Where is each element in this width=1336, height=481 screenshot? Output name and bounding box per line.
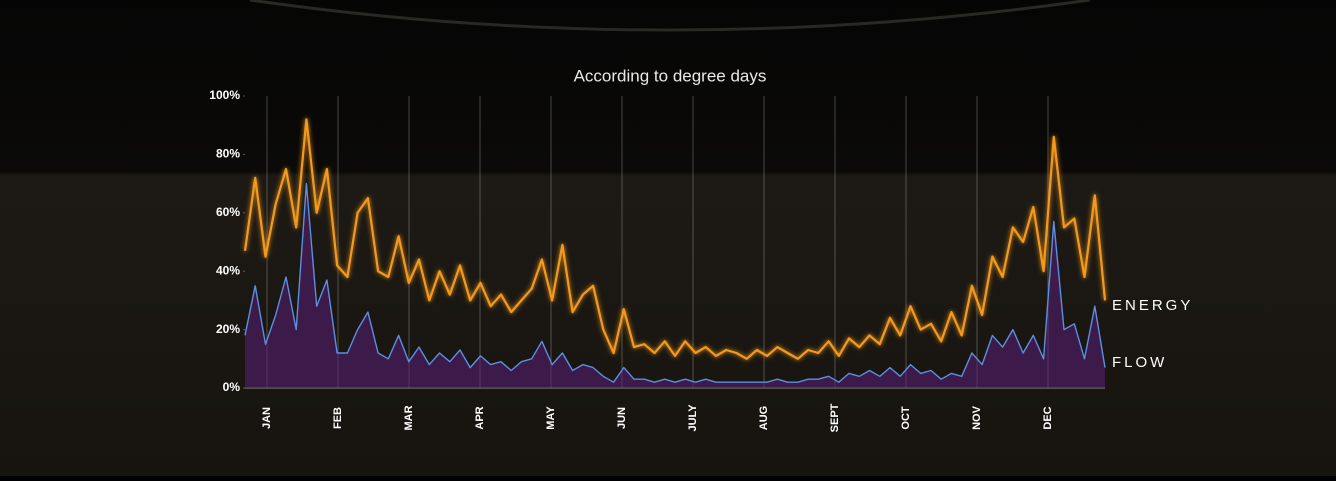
x-tick-label: JUN xyxy=(616,407,628,429)
x-tick-label: NOV xyxy=(971,405,983,430)
x-tick-label: FEB xyxy=(332,407,344,429)
y-tick-label: 80% xyxy=(216,147,240,161)
decor-arc xyxy=(249,0,1091,32)
y-tick-label: 20% xyxy=(216,322,240,336)
x-tick-label: OCT xyxy=(900,406,912,430)
x-tick-label: JAN xyxy=(261,407,273,429)
legend-label: FLOW xyxy=(1112,354,1167,371)
x-tick-label: MAY xyxy=(545,406,557,430)
legend-label: ENERGY xyxy=(1112,297,1193,314)
y-tick-label: 100% xyxy=(209,88,240,102)
x-tick-label: DEC xyxy=(1042,406,1054,429)
y-tick-label: 0% xyxy=(223,380,241,394)
line xyxy=(243,118,1107,360)
chart-title: According to degree days xyxy=(574,66,767,85)
area xyxy=(245,183,1105,388)
y-tick-label: 60% xyxy=(216,205,240,219)
y-tick-label: 40% xyxy=(216,263,240,277)
x-tick-label: APR xyxy=(474,406,486,429)
x-tick-label: SEPT xyxy=(829,403,841,432)
x-tick-label: MAR xyxy=(403,405,415,430)
x-tick-label: JULY xyxy=(687,404,699,432)
x-tick-label: AUG xyxy=(758,406,770,430)
line xyxy=(244,182,1106,383)
